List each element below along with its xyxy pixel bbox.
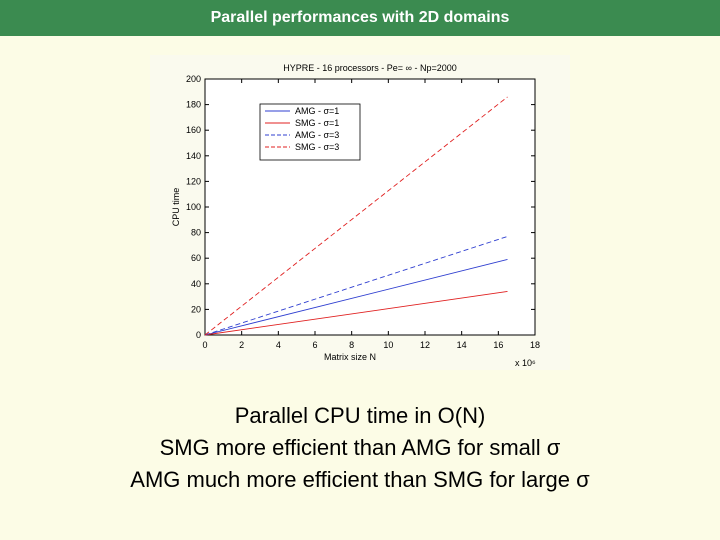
- x-tick-label: 18: [530, 340, 540, 350]
- legend-entry-4: SMG - σ=3: [295, 142, 339, 152]
- x-tick-label: 16: [493, 340, 503, 350]
- caption-line-2: SMG more efficient than AMG for small σ: [159, 435, 561, 460]
- x-tick-label: 4: [276, 340, 281, 350]
- caption-block: Parallel CPU time in O(N) SMG more effic…: [0, 400, 720, 496]
- x-tick-label: 14: [457, 340, 467, 350]
- y-tick-label: 80: [191, 228, 201, 238]
- y-axis-label: CPU time: [171, 188, 181, 227]
- series-line-2: [204, 291, 508, 336]
- y-tick-label: 200: [186, 74, 201, 84]
- series-line-1: [204, 259, 508, 336]
- x-tick-label: 0: [202, 340, 207, 350]
- y-tick-label: 20: [191, 304, 201, 314]
- y-tick-label: 100: [186, 202, 201, 212]
- y-tick-label: 60: [191, 253, 201, 263]
- x-tick-label: 2: [239, 340, 244, 350]
- x-tick-label: 8: [349, 340, 354, 350]
- y-tick-label: 160: [186, 125, 201, 135]
- page-title: Parallel performances with 2D domains: [210, 9, 510, 26]
- y-tick-label: 140: [186, 151, 201, 161]
- legend-entry-3: AMG - σ=3: [295, 130, 339, 140]
- y-tick-label: 0: [196, 330, 201, 340]
- chart-figure: 0 20 40 60 80 100 120 140 160 180 200 0 2 4 6 8 10 12 14 16…: [150, 55, 570, 370]
- line-chart: 0 20 40 60 80 100 120 140 160 180 200 0 2 4 6 8 10 12 14 16…: [171, 63, 540, 368]
- y-tick-label: 120: [186, 176, 201, 186]
- series-line-4: [204, 96, 508, 336]
- x-multiplier: x 10⁶: [515, 358, 536, 368]
- legend-entry-1: AMG - σ=1: [295, 106, 339, 116]
- caption-line-1: Parallel CPU time in O(N): [234, 403, 486, 428]
- header-bar: Parallel performances with 2D domains: [0, 0, 720, 36]
- legend-entry-2: SMG - σ=1: [295, 118, 339, 128]
- series-line-3: [204, 236, 508, 336]
- y-tick-label: 40: [191, 279, 201, 289]
- y-tick-label: 180: [186, 100, 201, 110]
- x-tick-label: 10: [383, 340, 393, 350]
- chart-title: HYPRE - 16 processors - Pe= ∞ - Np=2000: [283, 63, 457, 73]
- x-tick-label: 6: [312, 340, 317, 350]
- legend-box: [259, 103, 361, 161]
- x-axis-label: Matrix size N: [324, 352, 376, 362]
- x-tick-label: 12: [420, 340, 430, 350]
- caption-line-3: AMG much more efficient than SMG for lar…: [130, 467, 590, 492]
- plot-area: [204, 78, 536, 336]
